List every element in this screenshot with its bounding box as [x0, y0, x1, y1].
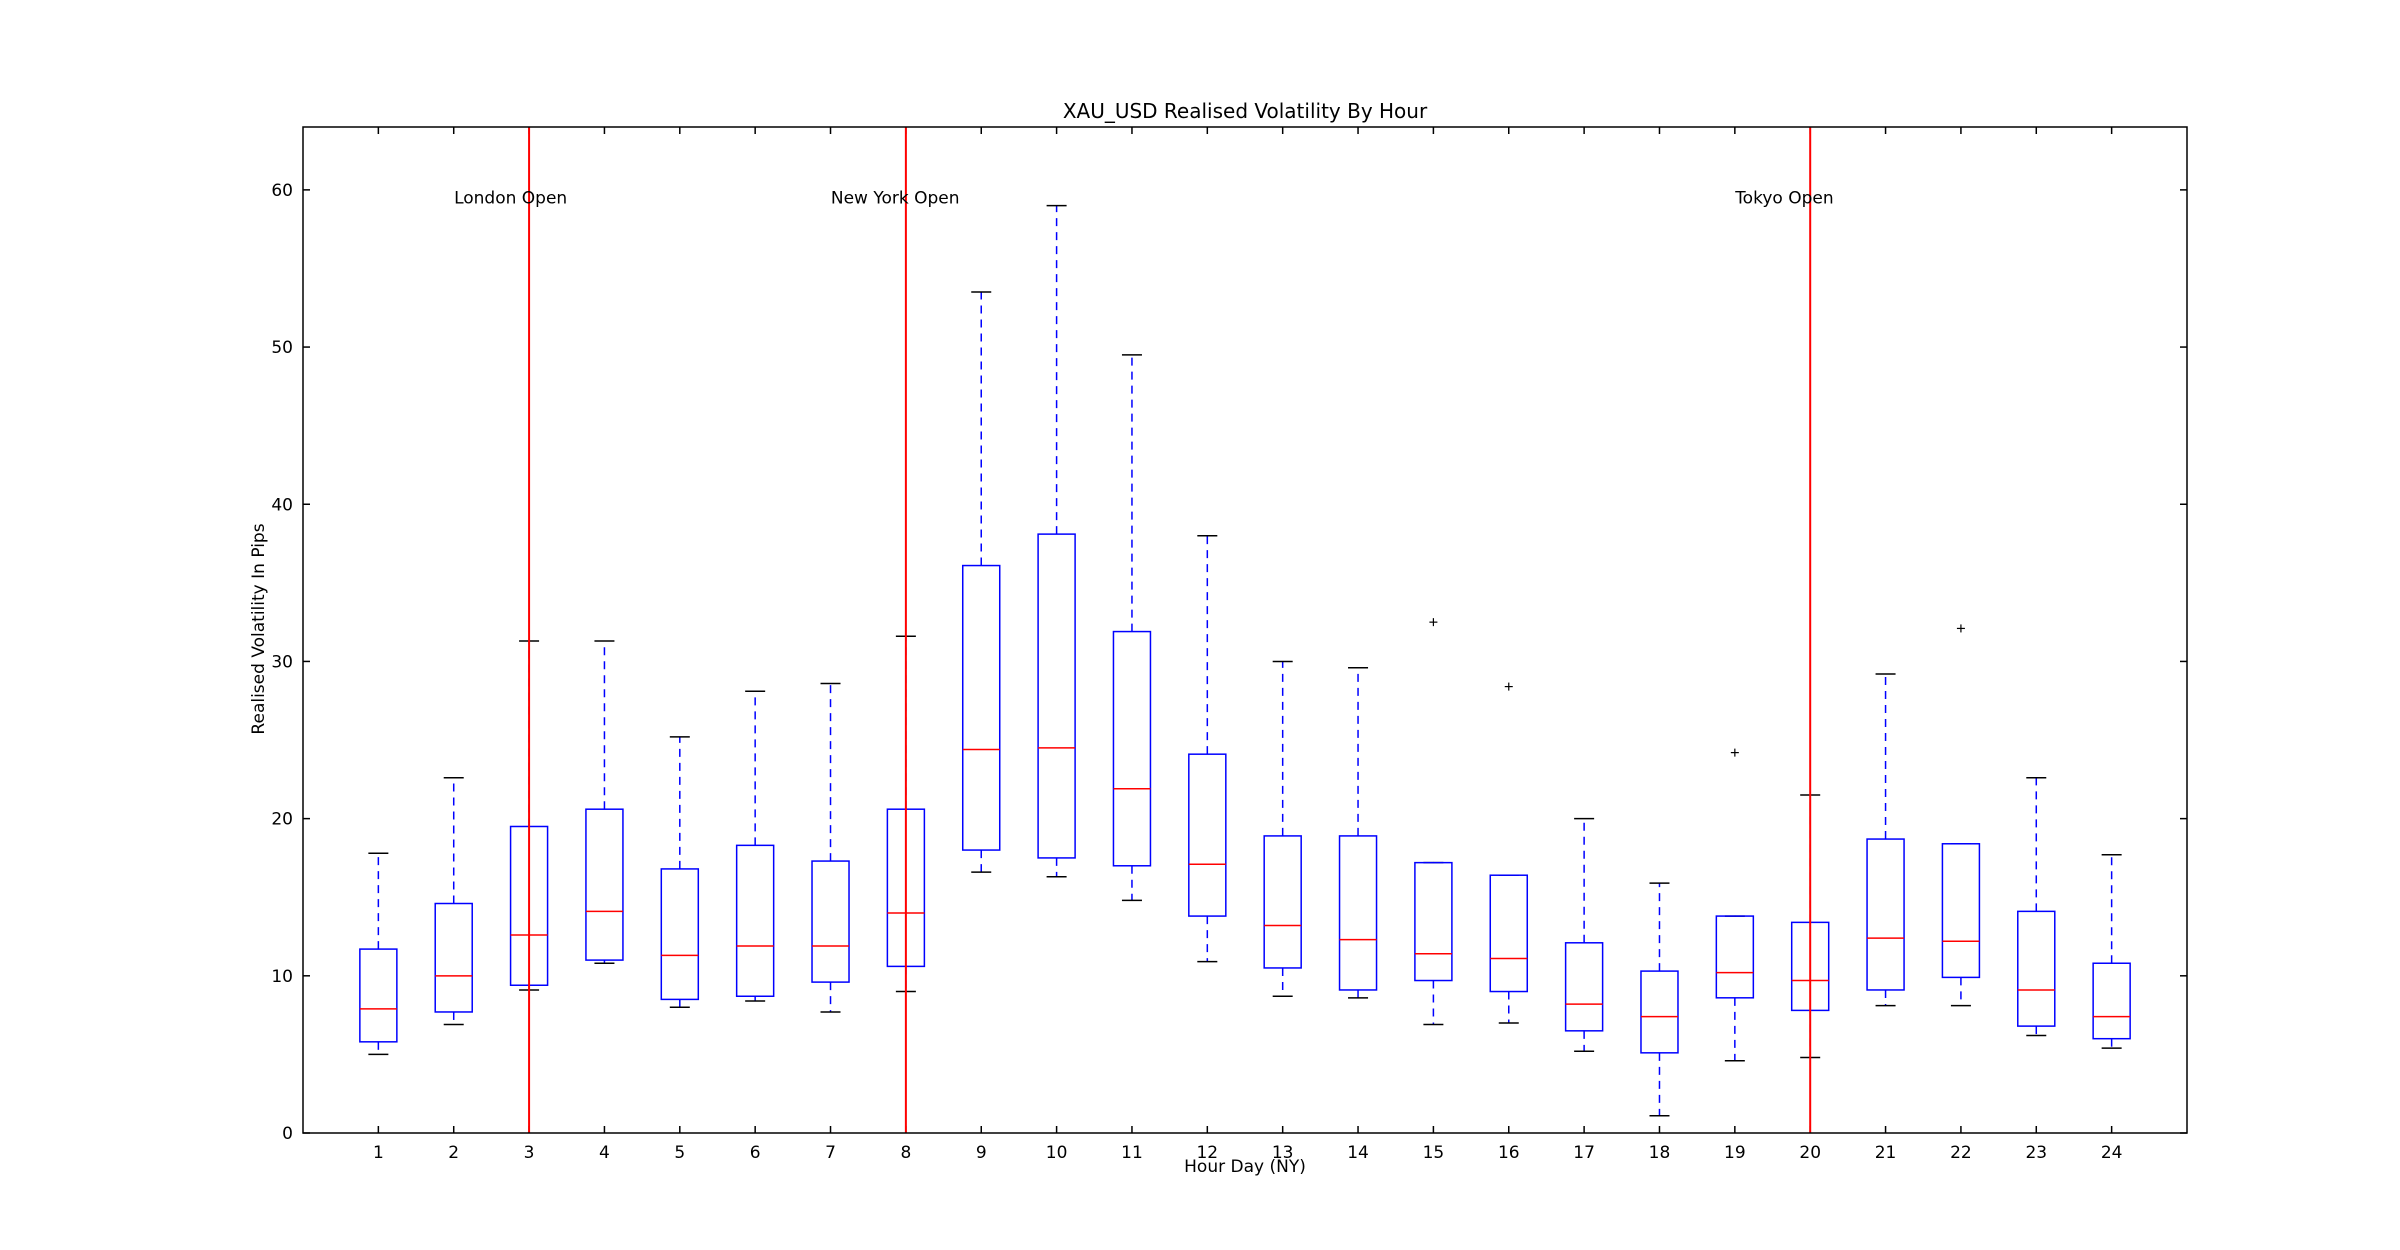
x-tick-label: 7	[825, 1143, 836, 1163]
x-tick-label: 20	[1799, 1143, 1821, 1163]
iqr-box	[660, 868, 700, 1001]
box-group	[359, 852, 398, 1056]
box-group	[1188, 534, 1227, 963]
iqr-box	[2092, 962, 2131, 1040]
y-tick-label: 60	[271, 181, 293, 201]
y-tick-label: 30	[271, 652, 293, 672]
x-tick-label: 1	[373, 1143, 384, 1163]
box-group	[1640, 882, 1679, 1117]
session-open-label: London Open	[454, 189, 567, 209]
x-tick-label: 21	[1875, 1143, 1897, 1163]
box-group	[1715, 748, 1755, 1062]
chart-title: XAU_USD Realised Volatility By Hour	[1063, 99, 1428, 123]
x-tick-label: 6	[750, 1143, 761, 1163]
iqr-box	[1715, 915, 1755, 999]
iqr-box	[2017, 910, 2056, 1027]
iqr-box	[735, 844, 775, 997]
box-group	[1037, 204, 1076, 878]
x-tick-label: 11	[1121, 1143, 1143, 1163]
x-tick-label: 10	[1046, 1143, 1068, 1163]
iqr-box	[1037, 533, 1076, 859]
box-group	[1564, 817, 1604, 1053]
x-tick-label: 16	[1498, 1143, 1520, 1163]
box-group	[1112, 354, 1152, 902]
iqr-box	[961, 564, 1001, 851]
x-tick-label: 13	[1272, 1143, 1294, 1163]
box-group	[1489, 682, 1529, 1024]
x-tick-label: 15	[1423, 1143, 1445, 1163]
iqr-box	[1414, 861, 1453, 982]
iqr-box	[585, 808, 624, 961]
y-tick-label: 20	[271, 810, 293, 830]
iqr-box	[1188, 753, 1227, 917]
box-group	[585, 640, 624, 964]
x-tick-label: 19	[1724, 1143, 1746, 1163]
iqr-box	[1263, 835, 1302, 969]
iqr-box	[1866, 838, 1905, 991]
x-tick-label: 2	[448, 1143, 459, 1163]
iqr-box	[1489, 874, 1529, 993]
x-tick-label: 18	[1649, 1143, 1671, 1163]
iqr-box	[1941, 843, 1981, 979]
box-group	[1941, 624, 1981, 1007]
iqr-box	[434, 902, 473, 1013]
x-tick-label: 5	[674, 1143, 685, 1163]
x-tick-label: 24	[2101, 1143, 2123, 1163]
iqr-box	[811, 860, 850, 983]
x-tick-label: 14	[1347, 1143, 1369, 1163]
iqr-box	[1640, 970, 1679, 1054]
iqr-box	[1338, 835, 1378, 991]
box-group	[961, 291, 1001, 873]
x-axis-label: Hour Day (NY)	[1184, 1157, 1306, 1177]
y-tick-label: 40	[271, 495, 293, 515]
box-group	[434, 777, 473, 1026]
x-tick-label: 23	[2025, 1143, 2047, 1163]
y-tick-label: 10	[271, 967, 293, 987]
x-tick-label: 4	[599, 1143, 610, 1163]
box-group	[1866, 673, 1905, 1007]
box-group	[1263, 660, 1302, 997]
session-open-label: New York Open	[831, 189, 960, 209]
x-tick-label: 9	[976, 1143, 987, 1163]
x-tick-label: 17	[1573, 1143, 1595, 1163]
box-group	[735, 690, 775, 1002]
x-tick-label: 22	[1950, 1143, 1972, 1163]
box-group	[2092, 854, 2131, 1049]
box-group	[811, 682, 850, 1013]
box-group	[2017, 777, 2056, 1037]
box-group	[660, 736, 700, 1008]
iqr-box	[1112, 630, 1152, 867]
box-group	[1414, 618, 1453, 1026]
axes-frame	[302, 126, 2188, 1134]
x-tick-label: 12	[1196, 1143, 1218, 1163]
x-tick-label: 3	[524, 1143, 535, 1163]
session-open-label: Tokyo Open	[1734, 189, 1833, 209]
iqr-box	[359, 948, 398, 1043]
y-axis-label: Realised Volatility In Pips	[249, 523, 269, 734]
box-group	[1338, 666, 1378, 999]
y-tick-label: 50	[271, 338, 293, 358]
iqr-box	[1564, 942, 1604, 1032]
y-tick-label: 0	[282, 1124, 293, 1144]
x-tick-label: 8	[900, 1143, 911, 1163]
